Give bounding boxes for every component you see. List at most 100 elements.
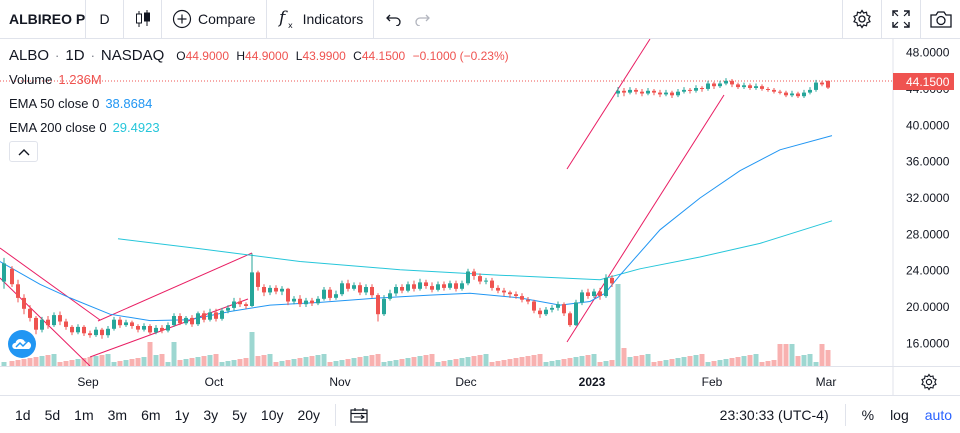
candle-body <box>610 277 614 284</box>
candle-body <box>754 86 758 88</box>
volume-bar <box>147 342 153 366</box>
settings-button[interactable] <box>842 0 881 38</box>
compare-button[interactable]: Compare <box>162 0 267 38</box>
range-3m[interactable]: 3m <box>107 406 128 423</box>
undo-icon[interactable] <box>386 12 402 26</box>
volume-bar <box>279 361 285 366</box>
time-tick-label: Feb <box>702 375 723 389</box>
range-20y[interactable]: 20y <box>297 406 321 423</box>
volume-bar <box>105 354 111 366</box>
volume-bar <box>783 344 789 366</box>
volume-bar <box>651 362 657 366</box>
volume-bar <box>771 360 777 366</box>
top-toolbar: ALBIREO PH D Compare f x Indicators <box>0 0 960 39</box>
volume-bar <box>45 355 51 366</box>
last-price-label: 44.1500 <box>906 75 950 89</box>
candle-body <box>82 326 86 334</box>
candle-body <box>586 292 590 296</box>
candle-body <box>730 80 734 85</box>
candle-body <box>292 298 296 302</box>
volume-bar <box>153 355 159 366</box>
candle-body <box>148 326 152 333</box>
range-5d[interactable]: 5d <box>44 406 61 423</box>
candle-body <box>670 92 674 96</box>
axis-settings-icon[interactable] <box>920 373 938 391</box>
candle-body <box>790 93 794 96</box>
volume-bar <box>525 356 531 366</box>
range-6m[interactable]: 6m <box>141 406 161 423</box>
auto-toggle[interactable]: auto <box>924 406 952 423</box>
chart-area[interactable]: 48.000044.000040.000036.000032.000028.00… <box>0 38 960 367</box>
candle-body <box>340 283 344 295</box>
range-1m[interactable]: 1m <box>74 406 94 423</box>
candle-body <box>652 90 656 93</box>
candle-body <box>2 263 6 282</box>
trend-line[interactable] <box>566 38 651 170</box>
volume-bar <box>417 356 423 366</box>
volume-bar <box>381 362 387 366</box>
cloud-chart-icon <box>12 338 32 349</box>
trend-line[interactable] <box>0 277 91 367</box>
volume-bar <box>9 361 15 366</box>
range-5y[interactable]: 5y <box>232 406 247 423</box>
volume-bar <box>249 332 255 366</box>
indicators-button[interactable]: f x Indicators <box>267 0 375 38</box>
price-tick-label: 16.0000 <box>906 336 950 350</box>
volume-bar <box>585 355 591 366</box>
volume-bar <box>303 357 309 366</box>
candle-body <box>40 319 44 330</box>
interval-button[interactable]: D <box>86 0 124 38</box>
volume-bar <box>663 360 669 366</box>
volume-bar <box>135 358 141 366</box>
date-range-icon[interactable] <box>350 407 368 423</box>
candle-body <box>448 283 452 288</box>
candle-body <box>22 297 26 309</box>
volume-bar <box>207 355 213 366</box>
percent-toggle[interactable]: % <box>861 406 875 423</box>
candle-body <box>220 310 224 319</box>
candle-body <box>646 90 650 94</box>
trend-line[interactable] <box>0 247 101 321</box>
snapshot-button[interactable] <box>920 0 960 38</box>
volume-bar <box>591 354 597 366</box>
volume-bar <box>99 355 105 366</box>
candle-body <box>514 294 518 296</box>
range-1d[interactable]: 1d <box>15 406 31 423</box>
price-chart[interactable]: 48.000044.000040.000036.000032.000028.00… <box>0 38 960 367</box>
legend-collapse-button[interactable] <box>9 141 38 162</box>
candle-body <box>778 91 782 93</box>
volume-bar <box>255 356 261 366</box>
candle-body <box>640 91 644 94</box>
symbol-search[interactable]: ALBIREO PH <box>0 0 86 38</box>
volume-bar <box>357 357 363 366</box>
candle-body <box>634 89 638 92</box>
candle-body <box>400 287 404 291</box>
candle-body <box>700 88 704 89</box>
price-axis[interactable]: 48.000044.000040.000036.000032.000028.00… <box>906 46 950 351</box>
volume-bar <box>711 361 717 366</box>
volume-bar <box>315 355 321 366</box>
trend-line[interactable] <box>97 252 253 322</box>
range-10y[interactable]: 10y <box>260 406 284 423</box>
candle-body <box>88 333 92 336</box>
volume-bar <box>657 361 663 366</box>
candle-body <box>172 316 176 326</box>
candle-body <box>664 92 668 95</box>
clock-timezone[interactable]: 23:30:33 (UTC-4) <box>719 406 829 423</box>
volume-bar <box>477 355 483 366</box>
candle-body <box>424 282 428 286</box>
candle-body <box>718 83 722 87</box>
tradingview-logo[interactable] <box>8 330 36 358</box>
time-axis[interactable]: Sep Oct Nov Dec 2023 Feb Mar <box>0 366 960 396</box>
fullscreen-button[interactable] <box>881 0 920 38</box>
candle-body <box>226 307 230 311</box>
redo-icon[interactable] <box>414 12 431 26</box>
trend-line[interactable] <box>566 94 725 343</box>
range-3y[interactable]: 3y <box>203 406 219 423</box>
chart-type-button[interactable] <box>124 0 162 38</box>
candle-body <box>364 287 368 293</box>
range-1y[interactable]: 1y <box>174 406 190 423</box>
log-toggle[interactable]: log <box>890 406 909 423</box>
candle-body <box>376 295 380 315</box>
volume-bar <box>561 359 567 366</box>
